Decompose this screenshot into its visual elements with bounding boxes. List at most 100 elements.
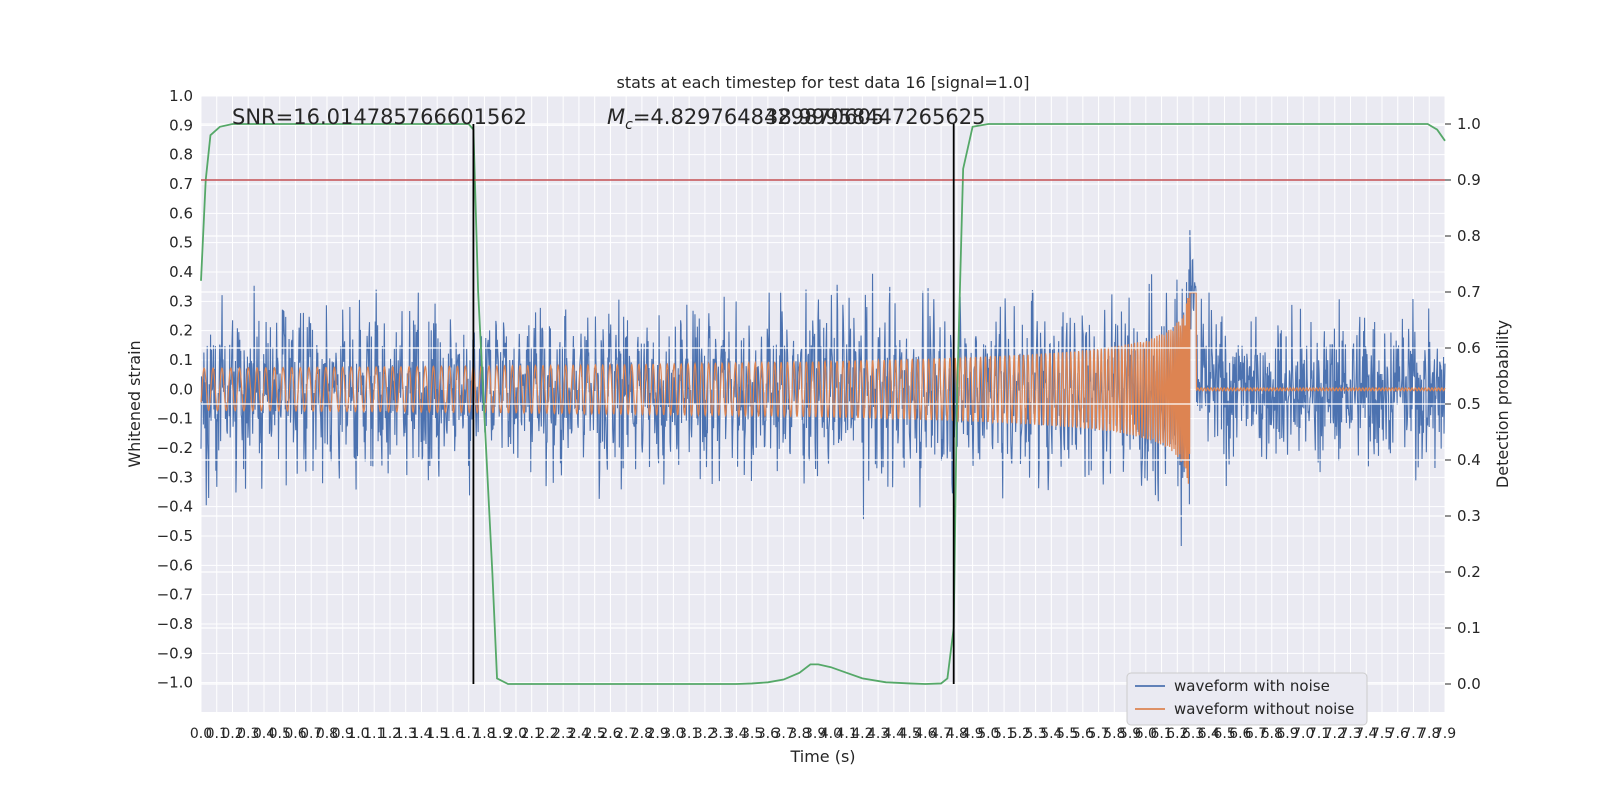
legend-label-clean: waveform without noise xyxy=(1174,700,1354,718)
x-tick-label: 6.8 xyxy=(1261,726,1283,742)
x-tick-label: 4.5 xyxy=(898,726,920,742)
x-tick-label: 2.0 xyxy=(505,726,527,742)
x-tick-label: 3.5 xyxy=(741,726,763,742)
y-tick-label: −0.9 xyxy=(157,644,193,662)
y-tick-label: 0.3 xyxy=(169,292,193,310)
x-tick-label: 6.7 xyxy=(1245,726,1267,742)
x-tick-label: 7.7 xyxy=(1402,726,1424,742)
x-tick-label: 2.7 xyxy=(615,726,637,742)
x-tick-label: 4.4 xyxy=(883,726,905,742)
y-tick-label: −0.8 xyxy=(157,615,193,633)
y2-tick-label: 0.0 xyxy=(1457,675,1481,693)
y-tick-label: −1.0 xyxy=(157,674,193,692)
y2-tick-label: 0.3 xyxy=(1457,507,1481,525)
x-tick-label: 2.2 xyxy=(536,726,558,742)
noise-waveform-line xyxy=(200,230,1446,547)
x-tick-label: 0.3 xyxy=(237,726,259,742)
y-tick-label: 0.1 xyxy=(169,351,193,369)
series-waveform-without-noise xyxy=(200,292,1446,484)
y-tick-label: −0.5 xyxy=(157,527,193,545)
x-tick-label: 2.6 xyxy=(599,726,621,742)
x-tick-label: 0.6 xyxy=(284,726,306,742)
y2-tick-label: 0.4 xyxy=(1457,451,1481,469)
x-tick-label: 6.4 xyxy=(1198,726,1220,742)
y-tick-label: 0.0 xyxy=(169,380,193,398)
y-axis-ticks: 1.0 0.9 0.8 0.7 0.6 0.5 0.4 0.3 0.2 0.1 0.0 −0.1 −0.… xyxy=(157,87,193,692)
y2-tick-label: 0.7 xyxy=(1457,283,1481,301)
x-tick-label: 7.8 xyxy=(1418,726,1440,742)
x-axis-ticks: 0.00.10.20.30.40.50.60.70.80.91.01.11.21… xyxy=(190,726,1456,742)
chart-title: stats at each timestep for test data 16 … xyxy=(617,73,1030,92)
x-tick-label: 7.1 xyxy=(1308,726,1330,742)
x-tick-label: 1.5 xyxy=(426,726,448,742)
x-tick-label: 2.9 xyxy=(647,726,669,742)
x-tick-label: 1.1 xyxy=(363,726,385,742)
x-tick-label: 5.9 xyxy=(1119,726,1141,742)
x-tick-label: 3.6 xyxy=(757,726,779,742)
x-tick-label: 3.9 xyxy=(804,726,826,742)
y-tick-label: 0.5 xyxy=(169,234,193,252)
x-tick-label: 0.8 xyxy=(316,726,338,742)
x-tick-label: 4.2 xyxy=(851,726,873,742)
x-tick-label: 1.3 xyxy=(395,726,417,742)
x-tick-label: 1.7 xyxy=(458,726,480,742)
x-tick-label: 6.0 xyxy=(1135,726,1157,742)
x-tick-label: 5.6 xyxy=(1072,726,1094,742)
vertical-markers xyxy=(472,124,955,684)
x-tick-label: 5.0 xyxy=(977,726,999,742)
x-tick-label: 5.1 xyxy=(993,726,1015,742)
y2-tick-label: 0.1 xyxy=(1457,619,1481,637)
x-tick-label: 4.7 xyxy=(930,726,952,742)
x-tick-label: 5.7 xyxy=(1087,726,1109,742)
x-tick-label: 4.9 xyxy=(961,726,983,742)
x-tick-label: 1.8 xyxy=(473,726,495,742)
y-tick-label: −0.1 xyxy=(157,410,193,428)
y2-tick-label: 0.6 xyxy=(1457,339,1481,357)
x-tick-label: 5.8 xyxy=(1103,726,1125,742)
overlap-annotation: 38.99958447265625 xyxy=(765,105,985,129)
y2-tick-label: 0.5 xyxy=(1457,395,1481,413)
y2-tick-label: 0.9 xyxy=(1457,171,1481,189)
x-tick-label: 3.3 xyxy=(710,726,732,742)
y-tick-label: −0.7 xyxy=(157,586,193,604)
x-tick-label: 6.1 xyxy=(1150,726,1172,742)
clean-waveform-line xyxy=(200,292,1446,484)
x-tick-label: 7.4 xyxy=(1355,726,1377,742)
x-tick-label: 2.1 xyxy=(521,726,543,742)
x-tick-label: 4.0 xyxy=(820,726,842,742)
y-tick-label: −0.4 xyxy=(157,498,193,516)
x-axis-label: Time (s) xyxy=(789,747,855,766)
x-tick-label: 2.8 xyxy=(631,726,653,742)
x-tick-label: 6.9 xyxy=(1276,726,1298,742)
probability-line xyxy=(200,123,1446,685)
x-tick-label: 4.3 xyxy=(867,726,889,742)
series-detection-probability xyxy=(200,123,1446,685)
x-tick-label: 3.0 xyxy=(662,726,684,742)
y-tick-label: 0.9 xyxy=(169,116,193,134)
y-tick-label: −0.6 xyxy=(157,556,193,574)
x-tick-label: 1.0 xyxy=(347,726,369,742)
y2-axis-ticks: 1.0 0.9 0.8 0.7 0.6 0.5 0.4 0.3 0.2 0.1 0.0 xyxy=(1445,115,1481,693)
x-tick-label: 1.4 xyxy=(410,726,432,742)
series-waveform-with-noise xyxy=(200,230,1446,547)
x-tick-label: 4.1 xyxy=(835,726,857,742)
y-tick-label: 1.0 xyxy=(169,87,193,105)
y2-tick-label: 0.2 xyxy=(1457,563,1481,581)
x-tick-label: 5.2 xyxy=(1009,726,1031,742)
y2-tick-label: 0.8 xyxy=(1457,227,1481,245)
x-tick-label: 1.9 xyxy=(489,726,511,742)
x-tick-label: 3.7 xyxy=(773,726,795,742)
x-tick-label: 6.5 xyxy=(1213,726,1235,742)
legend: waveform with noise waveform without noi… xyxy=(1126,672,1368,726)
x-tick-label: 5.4 xyxy=(1040,726,1062,742)
mc-subscript: c xyxy=(625,117,633,133)
x-tick-label: 7.2 xyxy=(1324,726,1346,742)
y-tick-label: 0.2 xyxy=(169,322,193,340)
x-tick-label: 3.8 xyxy=(788,726,810,742)
x-tick-label: 5.3 xyxy=(1024,726,1046,742)
y-tick-label: 0.6 xyxy=(169,204,193,222)
mc-annotation: Mc=4.8297648429870605 xyxy=(607,105,884,133)
x-tick-label: 3.1 xyxy=(678,726,700,742)
x-tick-label: 7.5 xyxy=(1371,726,1393,742)
